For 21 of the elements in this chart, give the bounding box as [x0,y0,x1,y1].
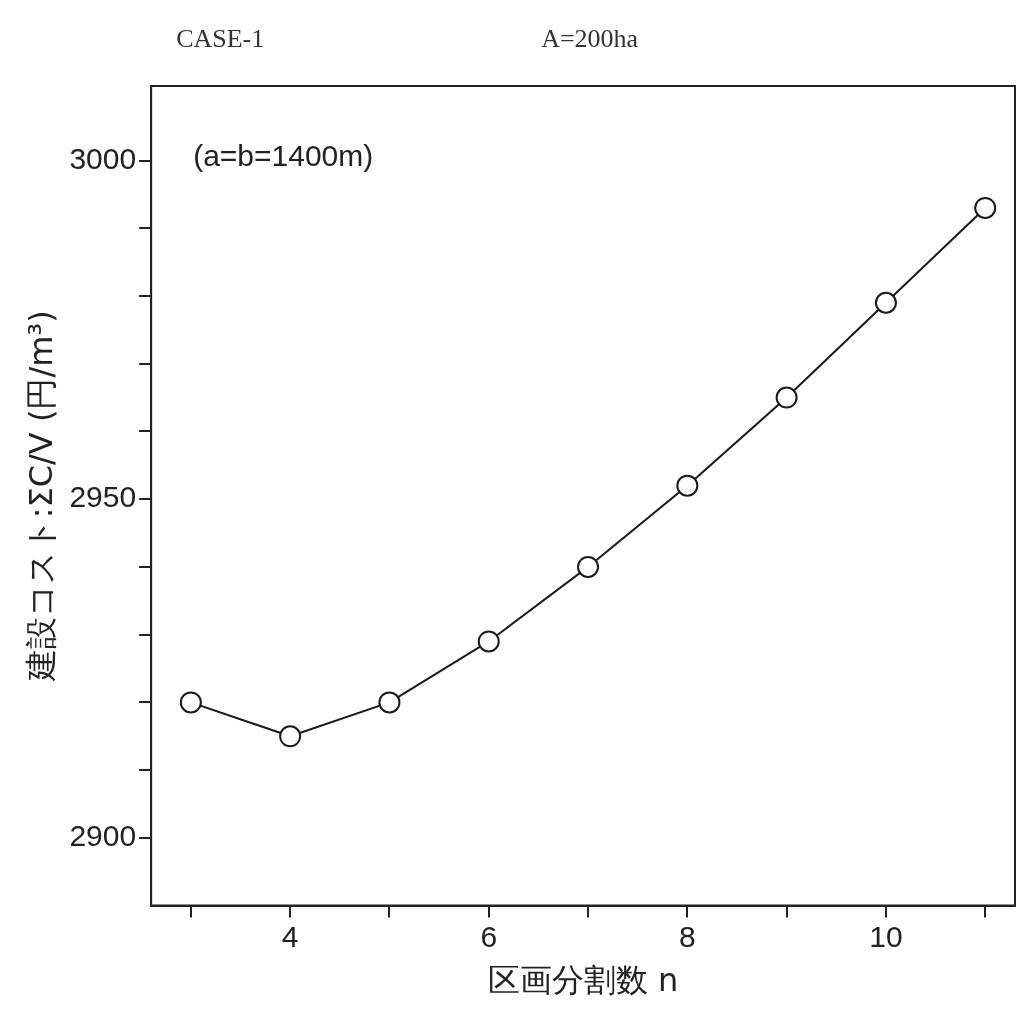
x-tick-label: 10 [869,919,903,953]
point [775,386,798,409]
point [179,691,202,714]
x-axis-title: 区画分割数 n [487,961,679,1000]
point [874,291,897,314]
point [676,474,699,497]
y-axis-title: 建設コスト:ΣC/V (円/m³) [21,310,60,683]
y-tick-label: 2950 [69,480,137,514]
x-tick-label: 6 [480,919,498,953]
x-tick-label: 8 [678,919,696,953]
chart-title: CASE-1 [176,23,265,53]
point [577,555,600,578]
y-tick-label: 3000 [69,141,137,175]
x-tick-label: 4 [281,919,299,953]
point [378,691,401,714]
point [279,725,302,748]
y-tick-label: 2900 [69,819,137,853]
point [477,630,500,653]
annotation: (a=b=1400m) [193,139,374,173]
chart-subtitle: A=200ha [541,23,639,53]
point [974,196,997,219]
